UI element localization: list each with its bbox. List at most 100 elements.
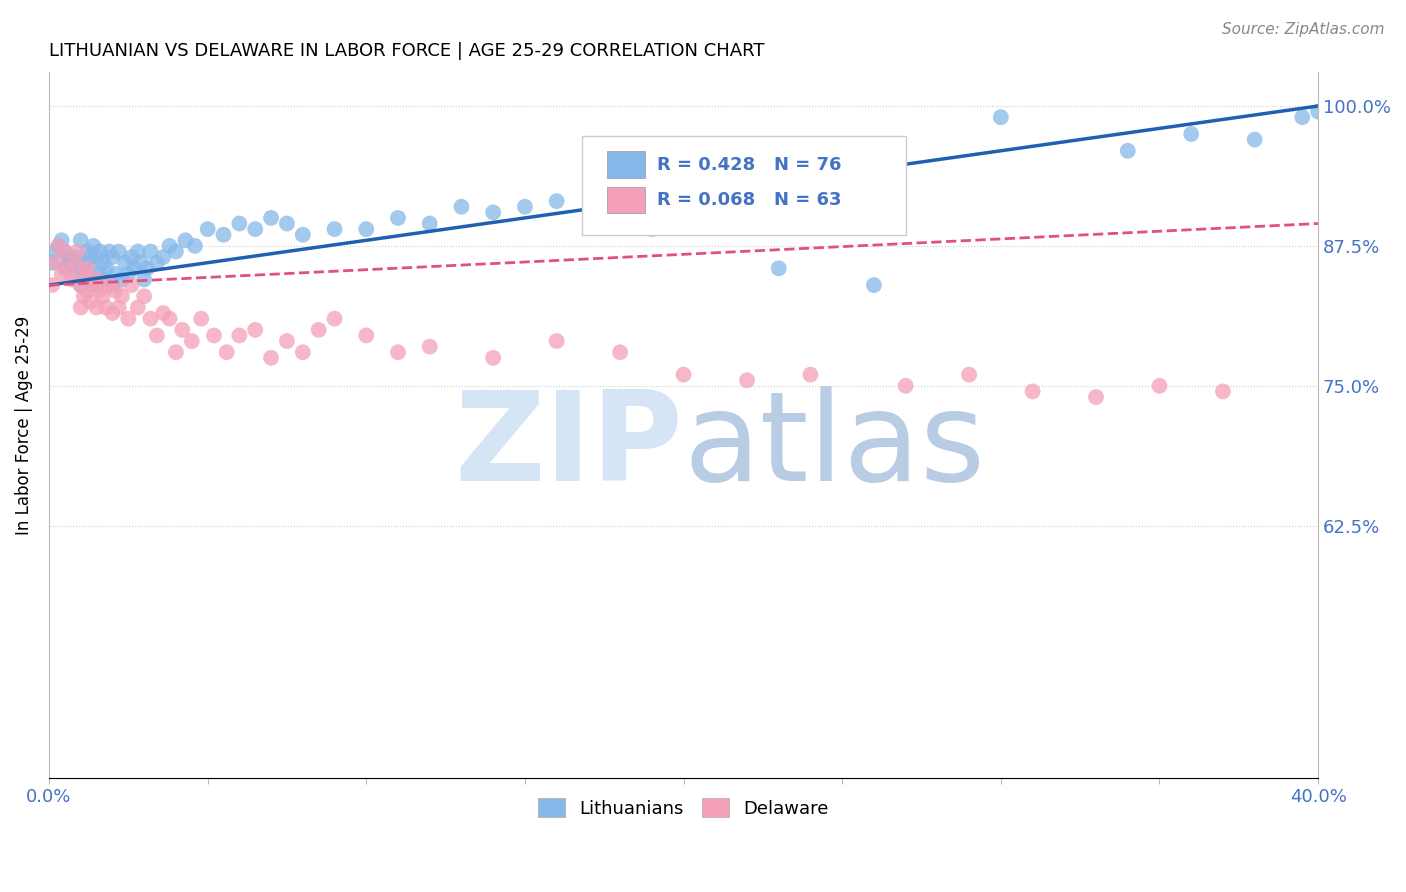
Point [215, 345, 238, 359]
Point [82, 239, 104, 253]
Point [134, 272, 156, 286]
Point [768, 261, 790, 276]
Point [202, 328, 225, 343]
Point [184, 239, 207, 253]
Point [114, 256, 136, 270]
Legend: Lithuanians, Delaware: Lithuanians, Delaware [531, 791, 837, 825]
Point [86, 250, 108, 264]
Point [86, 272, 108, 286]
Point [1149, 379, 1171, 393]
Point [134, 289, 156, 303]
Point [101, 278, 124, 293]
Point [91, 256, 114, 270]
Point [197, 222, 219, 236]
Point [546, 334, 568, 348]
Point [387, 211, 409, 225]
Point [152, 250, 174, 264]
Point [86, 278, 108, 293]
Point [69, 301, 91, 315]
Point [165, 244, 187, 259]
Point [260, 351, 283, 365]
Point [117, 311, 139, 326]
Point [704, 178, 727, 192]
Point [44, 244, 66, 259]
Point [245, 222, 267, 236]
Point [121, 250, 143, 264]
Point [957, 368, 980, 382]
Text: atlas: atlas [683, 385, 986, 507]
Point [990, 110, 1012, 124]
Point [180, 334, 202, 348]
Point [89, 284, 111, 298]
Point [260, 211, 283, 225]
Point [73, 289, 96, 303]
Point [146, 328, 169, 343]
Y-axis label: In Labor Force | Age 25-29: In Labor Force | Age 25-29 [15, 316, 32, 534]
Point [146, 256, 169, 270]
Point [66, 244, 89, 259]
Point [82, 278, 104, 293]
Point [63, 267, 86, 281]
Point [41, 256, 63, 270]
Point [86, 301, 108, 315]
Point [79, 250, 101, 264]
Point [159, 311, 181, 326]
Point [79, 294, 101, 309]
Point [107, 244, 129, 259]
FancyBboxPatch shape [582, 136, 905, 235]
Point [1085, 390, 1108, 404]
Point [139, 244, 162, 259]
Point [51, 267, 73, 281]
Point [48, 239, 70, 253]
Point [190, 311, 212, 326]
Point [172, 323, 194, 337]
Point [482, 205, 505, 219]
Point [56, 261, 79, 276]
Point [53, 244, 76, 259]
Point [79, 261, 101, 276]
Point [76, 261, 98, 276]
Point [69, 233, 91, 247]
Point [136, 261, 159, 276]
Point [159, 239, 181, 253]
Point [419, 340, 441, 354]
Point [56, 250, 79, 264]
Point [641, 222, 664, 236]
Point [152, 306, 174, 320]
Point [66, 256, 89, 270]
Point [291, 227, 314, 242]
Point [101, 306, 124, 320]
Text: R = 0.068   N = 63: R = 0.068 N = 63 [657, 191, 841, 209]
Point [735, 373, 758, 387]
Point [63, 250, 86, 264]
Point [482, 351, 505, 365]
Point [546, 194, 568, 208]
Point [73, 272, 96, 286]
Point [60, 256, 83, 270]
Point [450, 200, 472, 214]
Point [672, 368, 695, 382]
Point [73, 267, 96, 281]
FancyBboxPatch shape [607, 186, 645, 213]
Point [174, 233, 197, 247]
Point [245, 323, 267, 337]
Text: LITHUANIAN VS DELAWARE IN LABOR FORCE | AGE 25-29 CORRELATION CHART: LITHUANIAN VS DELAWARE IN LABOR FORCE | … [49, 42, 765, 60]
Point [228, 328, 250, 343]
Point [1212, 384, 1234, 399]
Point [91, 289, 114, 303]
Point [98, 278, 121, 293]
Point [228, 217, 250, 231]
Point [117, 267, 139, 281]
Point [94, 301, 117, 315]
Point [69, 278, 91, 293]
Point [276, 217, 298, 231]
Point [1116, 144, 1139, 158]
Point [104, 267, 127, 281]
Point [44, 256, 66, 270]
Point [94, 261, 117, 276]
Point [82, 272, 104, 286]
Point [1308, 104, 1330, 119]
Point [419, 217, 441, 231]
FancyBboxPatch shape [607, 152, 645, 178]
Point [48, 239, 70, 253]
